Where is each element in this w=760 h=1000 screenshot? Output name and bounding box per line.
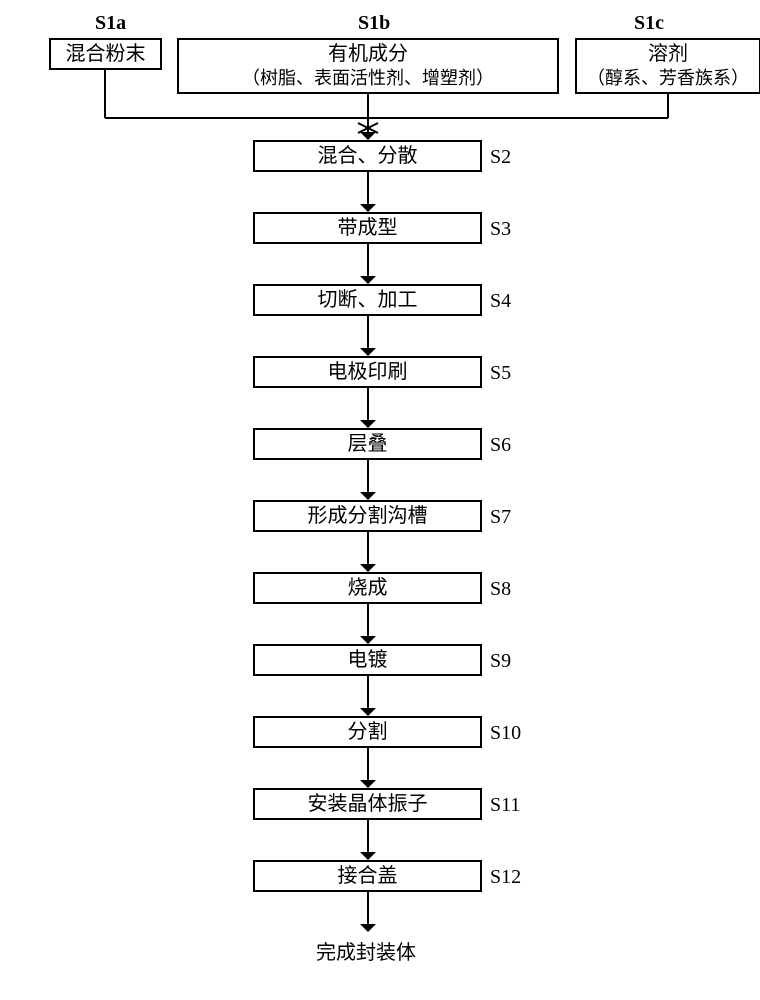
input-box-s1a: 混合粉末 xyxy=(49,38,162,70)
step-box-text: 烧成 xyxy=(348,576,388,601)
step-label-s3: S3 xyxy=(490,218,511,241)
step-box-s2: 混合、分散 xyxy=(253,140,482,172)
step-label-s4: S4 xyxy=(490,290,511,313)
step-label-text: S10 xyxy=(490,722,521,744)
step-box-text: 电镀 xyxy=(348,648,388,673)
label-s1c: S1c xyxy=(634,12,664,35)
input-box-s1b-line1: 有机成分 xyxy=(328,42,408,67)
step-box-text: 电极印刷 xyxy=(328,360,408,385)
step-label-s7: S7 xyxy=(490,506,511,529)
step-box-s3: 带成型 xyxy=(253,212,482,244)
step-label-s9: S9 xyxy=(490,650,511,673)
step-box-s7: 形成分割沟槽 xyxy=(253,500,482,532)
input-box-s1b: 有机成分 （树脂、表面活性剂、增塑剂） xyxy=(177,38,559,94)
step-label-text: S11 xyxy=(490,794,520,816)
label-s1b: S1b xyxy=(358,12,390,35)
step-box-s12: 接合盖 xyxy=(253,860,482,892)
flowchart-canvas: S1a S1b S1c 混合粉末 有机成分 （树脂、表面活性剂、增塑剂） 溶剂 … xyxy=(0,0,760,1000)
step-box-text: 层叠 xyxy=(348,432,388,457)
step-label-text: S4 xyxy=(490,290,511,312)
step-box-s10: 分割 xyxy=(253,716,482,748)
step-label-text: S3 xyxy=(490,218,511,240)
step-label-s10: S10 xyxy=(490,722,521,745)
label-s1a-text: S1a xyxy=(95,12,126,34)
input-box-s1c-line1: 溶剂 xyxy=(648,42,688,67)
step-label-s5: S5 xyxy=(490,362,511,385)
label-s1c-text: S1c xyxy=(634,12,664,34)
step-box-s11: 安装晶体振子 xyxy=(253,788,482,820)
final-label: 完成封装体 xyxy=(316,936,416,965)
step-label-text: S6 xyxy=(490,434,511,456)
step-box-text: 接合盖 xyxy=(338,864,398,889)
label-s1a: S1a xyxy=(95,12,126,35)
step-box-s5: 电极印刷 xyxy=(253,356,482,388)
step-box-text: 带成型 xyxy=(338,216,398,241)
step-label-s11: S11 xyxy=(490,794,520,817)
step-label-text: S5 xyxy=(490,362,511,384)
step-label-text: S7 xyxy=(490,506,511,528)
step-box-text: 切断、加工 xyxy=(318,288,418,313)
step-label-text: S9 xyxy=(490,650,511,672)
input-box-s1a-line1: 混合粉末 xyxy=(66,42,146,67)
step-label-text: S8 xyxy=(490,578,511,600)
step-box-text: 形成分割沟槽 xyxy=(308,504,428,529)
step-box-s4: 切断、加工 xyxy=(253,284,482,316)
label-s1b-text: S1b xyxy=(358,12,390,34)
step-label-s8: S8 xyxy=(490,578,511,601)
step-label-s6: S6 xyxy=(490,434,511,457)
step-box-text: 分割 xyxy=(348,720,388,745)
step-box-text: 混合、分散 xyxy=(318,144,418,169)
input-box-s1b-line2: （树脂、表面活性剂、增塑剂） xyxy=(242,67,494,90)
input-box-s1c-line2: （醇系、芳香族系） xyxy=(587,67,749,90)
step-box-s9: 电镀 xyxy=(253,644,482,676)
final-label-text: 完成封装体 xyxy=(316,942,416,964)
step-label-text: S2 xyxy=(490,146,511,168)
step-box-text: 安装晶体振子 xyxy=(308,792,428,817)
step-label-s12: S12 xyxy=(490,866,521,889)
step-label-s2: S2 xyxy=(490,146,511,169)
step-label-text: S12 xyxy=(490,866,521,888)
step-box-s6: 层叠 xyxy=(253,428,482,460)
input-box-s1c: 溶剂 （醇系、芳香族系） xyxy=(575,38,760,94)
step-box-s8: 烧成 xyxy=(253,572,482,604)
